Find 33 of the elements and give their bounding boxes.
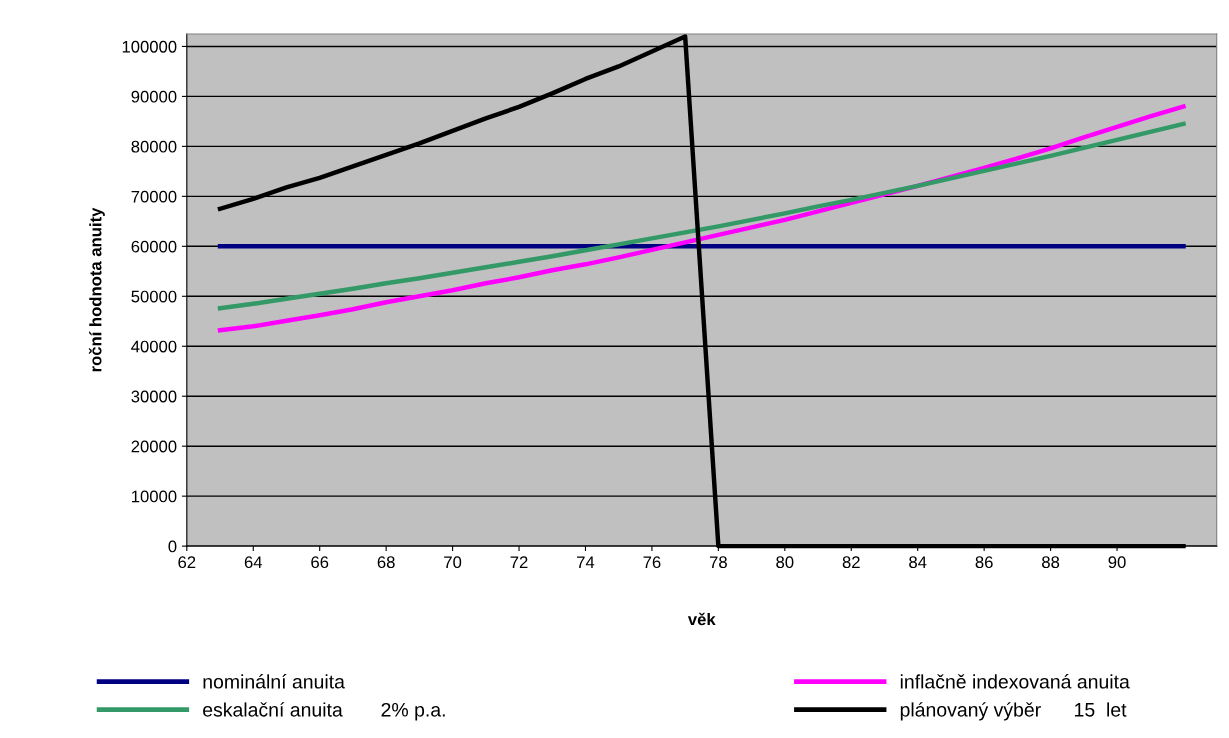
y-tick-label: 50000 [131,290,177,303]
x-tick-label: 88 [1042,556,1060,569]
x-tick-label: 82 [842,556,860,569]
legend-label: plánovaný výběr 15 let [900,702,1127,721]
y-tick-label: 20000 [131,440,177,453]
y-tick-label: 0 [168,540,177,553]
x-tick-label: 76 [643,556,661,569]
y-tick-label: 70000 [131,190,177,203]
x-tick-label: 66 [311,556,329,569]
x-tick-label: 64 [244,556,263,569]
y-tick-label: 80000 [131,140,177,153]
y-tick-label: 90000 [131,90,177,103]
y-tick-label: 30000 [131,390,177,403]
y-axis-title: roční hodnota anuity [88,207,105,372]
legend-label: inflačně indexovaná anuita [900,674,1130,689]
y-tick-label: 60000 [131,240,177,253]
x-tick-label: 86 [975,556,993,569]
x-tick-label: 80 [776,556,794,569]
x-tick-label: 84 [909,556,927,569]
x-tick-label: 70 [444,556,462,569]
legend-label: nominální anuita [203,674,345,689]
y-tick-label: 100000 [122,40,177,53]
y-tick-label: 10000 [132,490,177,503]
x-tick-label: 78 [709,556,727,569]
x-tick-label: 74 [577,556,595,568]
y-tick-label: 40000 [131,340,177,353]
x-tick-label: 62 [178,556,196,569]
legend-label: eskalační anuita 2% p.a. [203,702,445,721]
x-tick-label: 90 [1108,556,1126,569]
x-tick-label: 68 [377,556,395,569]
line-series [217,121,1186,311]
x-tick-label: 72 [510,556,528,568]
x-axis-title: věk [687,612,716,626]
